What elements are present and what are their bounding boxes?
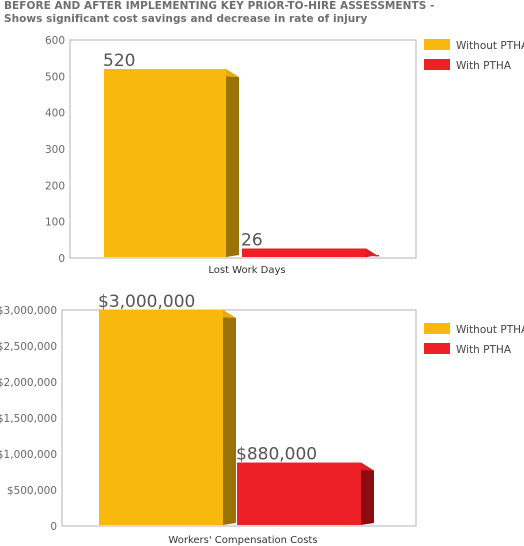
y-tick-label: 500	[45, 71, 65, 83]
bar-side	[223, 310, 236, 525]
y-tick-label: $500,000	[7, 485, 57, 497]
y-tick-label: $3,000,000	[0, 305, 57, 317]
bar-with-ptha	[242, 248, 366, 257]
data-label: $880,000	[236, 445, 317, 465]
plot-frame	[61, 309, 417, 527]
x-axis-label: Lost Work Days	[208, 265, 285, 276]
chart-title-line2: Shows significant cost savings and decre…	[4, 13, 368, 25]
data-label: $3,000,000	[98, 292, 195, 312]
y-tick-label: $2,500,000	[0, 341, 57, 353]
plot-frame	[69, 39, 417, 259]
y-tick-label: 100	[45, 217, 65, 229]
legend-swatch	[424, 343, 450, 354]
legend-swatch	[424, 39, 450, 50]
bar-without-ptha	[104, 69, 226, 257]
y-tick-label: $1,000,000	[0, 449, 57, 461]
bar-side	[226, 69, 239, 257]
y-tick-label: 0	[50, 521, 57, 533]
x-axis-label: Workers' Compensation Costs	[168, 535, 317, 546]
legend-swatch	[424, 323, 450, 334]
legend-swatch	[424, 59, 450, 70]
legend-label: With PTHA	[456, 344, 512, 356]
y-tick-label: $1,500,000	[0, 413, 57, 425]
y-tick-label: 0	[58, 253, 65, 265]
y-tick-label: 200	[45, 180, 65, 192]
legend-label: Without PTHA	[456, 324, 524, 336]
data-label: 520	[103, 51, 135, 71]
legend-label: With PTHA	[456, 60, 512, 72]
legend-label: Without PTHA	[456, 40, 524, 52]
y-tick-label: 300	[45, 144, 65, 156]
bar-side	[361, 462, 374, 525]
y-tick-label: 400	[45, 108, 65, 120]
chart-title: BEFORE AND AFTER IMPLEMENTING KEY PRIOR-…	[4, 0, 434, 26]
bar-without-ptha	[99, 310, 223, 525]
y-tick-label: $2,000,000	[0, 377, 57, 389]
data-label: 26	[241, 231, 263, 251]
y-tick-label: 600	[45, 35, 65, 47]
chart-title-line1: BEFORE AND AFTER IMPLEMENTING KEY PRIOR-…	[4, 0, 435, 12]
bar-with-ptha	[237, 462, 361, 525]
